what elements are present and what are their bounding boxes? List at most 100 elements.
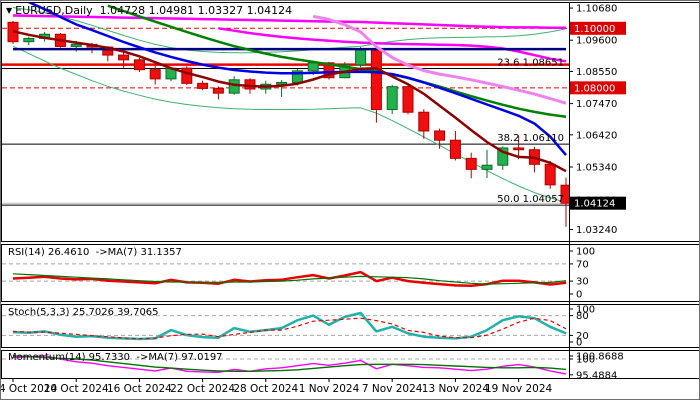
ma-green	[107, 4, 567, 118]
candle-body	[212, 87, 224, 94]
candle-body	[544, 163, 556, 186]
candle-body	[418, 111, 430, 132]
price-tick-label: 1.06420	[576, 130, 617, 141]
rsi-axis-label: 30	[576, 277, 589, 288]
candle-body	[465, 157, 477, 170]
candle-body	[228, 79, 240, 94]
rsi-main	[12, 270, 567, 288]
momentum-axis-label: 100.8688	[576, 351, 624, 362]
candle-body	[355, 48, 367, 66]
candle-12-nov	[434, 128, 446, 149]
time-tick-label: 4 Oct 2024	[1, 383, 57, 395]
time-tick-label: 28 Oct 2024	[233, 383, 298, 395]
time-tick-label: 7 Nov 2024	[362, 383, 423, 395]
candle-body	[276, 81, 288, 85]
candle-body	[181, 67, 193, 84]
candle-body	[133, 59, 145, 71]
candle-16-oct	[133, 57, 145, 73]
candle-body	[197, 82, 209, 89]
candle-17-oct	[149, 65, 161, 85]
candle-body	[513, 147, 525, 151]
stoch-axis-label: 100	[576, 305, 595, 316]
rsi-ma	[12, 273, 567, 285]
time-tick-label: 19 Nov 2024	[485, 383, 553, 395]
rsi-axis-label: 100	[576, 247, 595, 258]
candle-21-oct	[181, 66, 193, 85]
candle-15-nov	[481, 149, 493, 178]
price-highlight-label: 1.10000	[574, 24, 615, 35]
candle-body	[402, 86, 414, 113]
candle-body	[449, 139, 461, 159]
candle-body	[323, 62, 335, 79]
candle-body	[386, 86, 398, 111]
candle-23-oct	[212, 86, 224, 100]
candle-8-nov	[402, 86, 414, 115]
rsi-axis-label: 70	[576, 259, 589, 270]
price-tick-label: 1.07470	[576, 99, 617, 110]
pane-border	[1, 2, 699, 242]
candle-7-oct	[23, 36, 35, 46]
pane-frames	[1, 2, 699, 379]
pane-border	[1, 244, 699, 302]
candle-7-nov	[386, 84, 398, 115]
candle-body	[481, 164, 493, 170]
price-tick-label: 1.10680	[576, 4, 617, 15]
candle-body	[244, 79, 256, 90]
momentum-main	[12, 355, 567, 375]
fib-label: 23.6 1.08651	[497, 57, 564, 68]
time-tick-label: 22 Oct 2024	[170, 383, 235, 395]
price-highlight-box	[570, 21, 626, 35]
price-tick-label: 1.09600	[576, 36, 617, 47]
stoch-main	[12, 311, 567, 341]
candle-13-nov	[449, 130, 461, 161]
candle-22-nov	[560, 177, 569, 227]
price-axis[interactable]: 1.10680 1.09600 1.08550 1.07470 1.06420 1.053…	[569, 4, 626, 236]
momentum-axis-label: 100	[576, 355, 595, 366]
candle-body	[370, 48, 382, 111]
ma-magenta-slow	[12, 14, 566, 29]
fib-label: 38.2 1.06110	[497, 133, 564, 144]
time-tick-label: 16 Oct 2024	[107, 383, 172, 395]
band-upper	[12, 7, 567, 54]
stoch-axis-label: 0	[576, 338, 582, 349]
price-highlight-box	[570, 196, 626, 210]
pane-border	[1, 304, 699, 348]
candle-body	[23, 37, 35, 43]
price-tick-label: 1.03240	[576, 225, 617, 236]
candle-body	[560, 184, 569, 204]
candle-body	[70, 43, 82, 47]
candle-22-oct	[197, 80, 209, 91]
stoch-axis-label: 80	[576, 311, 589, 322]
candle-body	[307, 62, 319, 72]
price-highlight-label: 1.08000	[574, 83, 615, 94]
candle-body	[497, 147, 509, 166]
rsi-axis-label: 0	[576, 290, 582, 301]
price-highlight-label: 1.04124	[574, 199, 615, 210]
candle-29-oct	[276, 80, 288, 98]
candle-15-oct	[118, 52, 130, 68]
momentum-axis-label: 95.4884	[576, 370, 617, 381]
fib-label: 50.0 1.04057	[497, 194, 564, 205]
time-tick-label: 1 Nov 2024	[299, 383, 360, 395]
ma-darkred-fast	[12, 30, 567, 173]
ma-plum	[312, 14, 567, 105]
time-tick-label: 10 Oct 2024	[44, 383, 109, 395]
price-highlight-box	[570, 81, 626, 95]
candle-19-nov	[513, 135, 525, 160]
pane-border	[1, 350, 699, 379]
candle-21-nov	[544, 161, 556, 189]
candle-body	[434, 130, 446, 141]
main-price-pane	[2, 3, 569, 227]
stoch-axis-label: 20	[576, 331, 589, 342]
momentum-pane	[2, 355, 569, 375]
stoch-pane	[2, 311, 569, 341]
candle-14-nov	[465, 152, 477, 179]
candle-11-nov	[418, 109, 430, 139]
momentum-ma	[12, 355, 567, 372]
rsi-pane	[2, 263, 569, 288]
price-tick-label: 1.05340	[576, 162, 617, 173]
candle-body	[118, 54, 130, 61]
